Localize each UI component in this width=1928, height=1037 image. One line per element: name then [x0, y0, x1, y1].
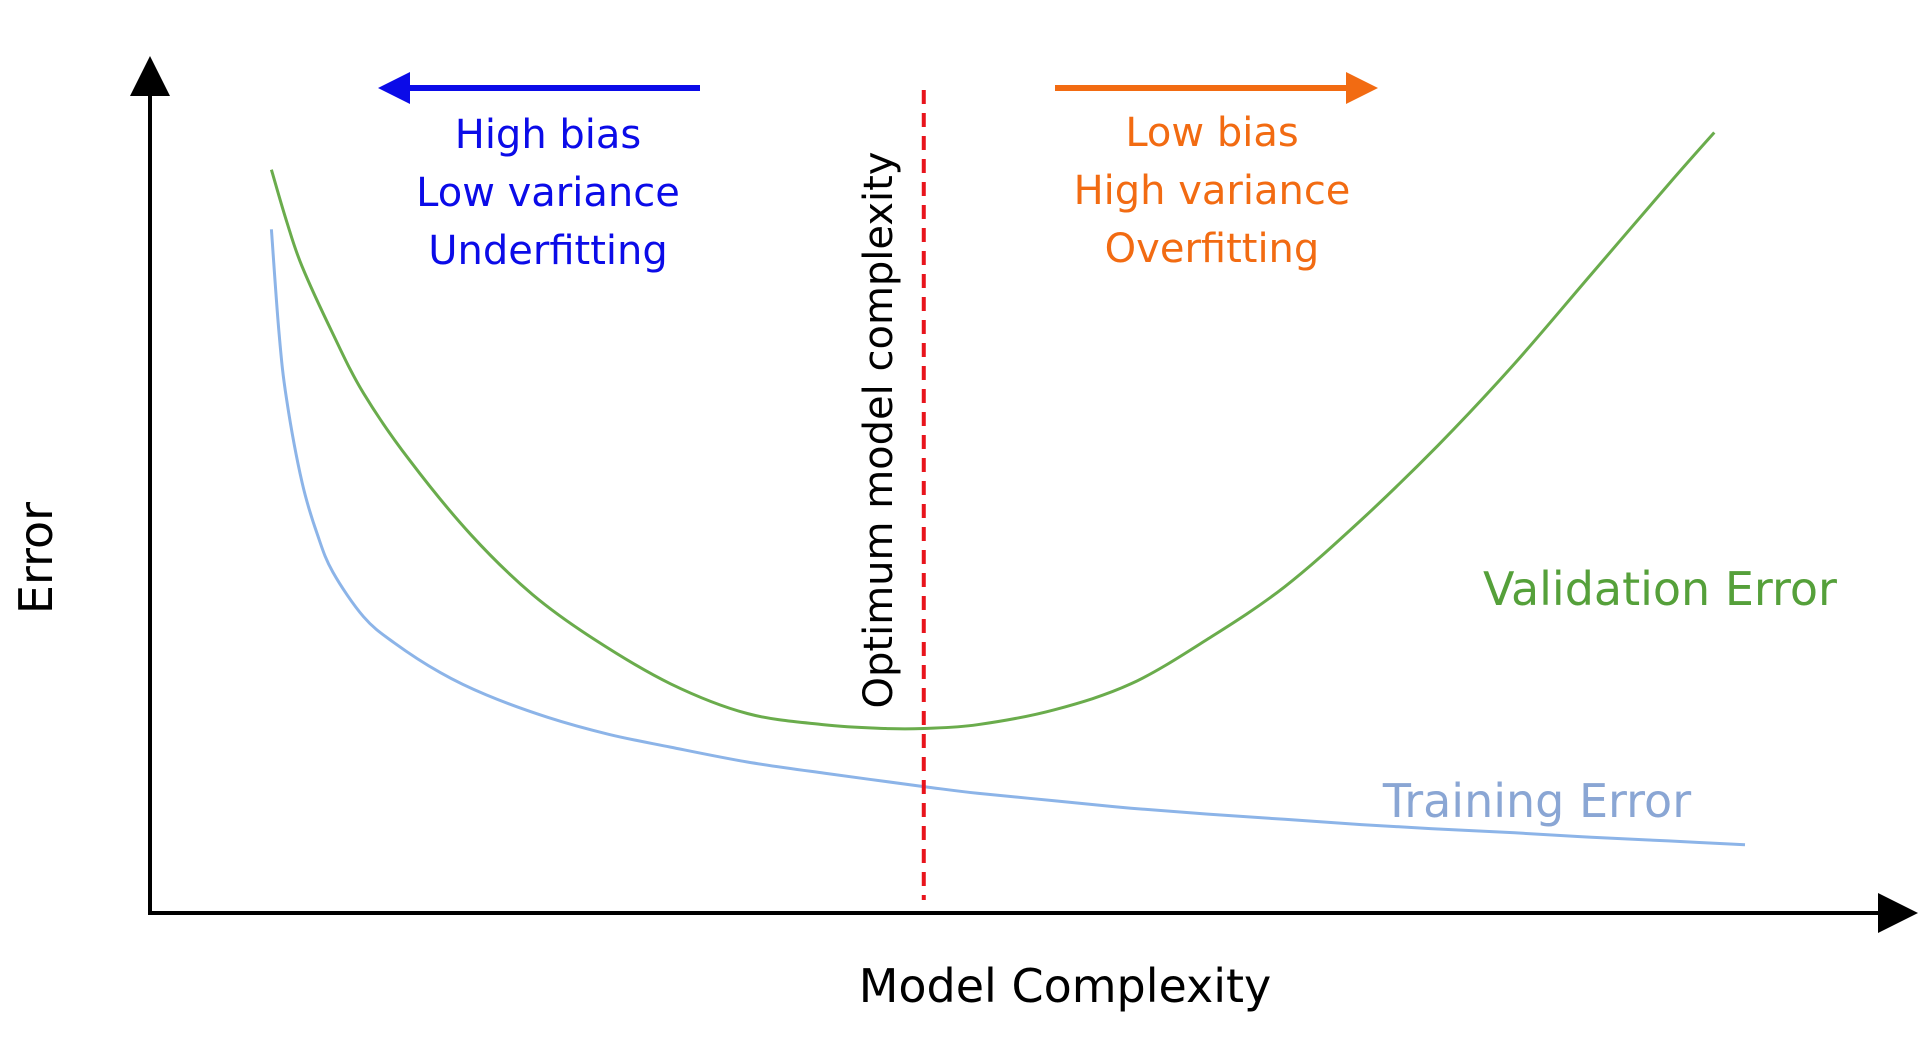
right-arrow-icon: [1346, 72, 1378, 104]
x-axis-arrow-icon: [1878, 893, 1918, 933]
left-annotation-line: Low variance: [416, 170, 680, 216]
y-axis-label: Error: [9, 502, 63, 614]
right-annotation: Low bias High variance Overfitting: [1055, 72, 1378, 272]
optimum-complexity-label: Optimum model complexity: [856, 152, 902, 709]
validation-error-label: Validation Error: [1483, 562, 1837, 616]
left-arrow-icon: [378, 72, 410, 104]
right-annotation-line: High variance: [1074, 168, 1351, 214]
left-annotation-line: Underfitting: [428, 228, 668, 274]
training-error-line: [271, 229, 1745, 844]
left-annotation-line: High bias: [455, 112, 642, 158]
y-axis-arrow-icon: [130, 56, 170, 96]
x-axis-label: Model Complexity: [859, 959, 1272, 1013]
right-annotation-line: Low bias: [1125, 110, 1298, 156]
right-annotation-line: Overfitting: [1105, 226, 1320, 272]
left-annotation: High bias Low variance Underfitting: [378, 72, 700, 274]
training-error-label: Training Error: [1382, 774, 1691, 828]
validation-error-line: [271, 133, 1714, 729]
